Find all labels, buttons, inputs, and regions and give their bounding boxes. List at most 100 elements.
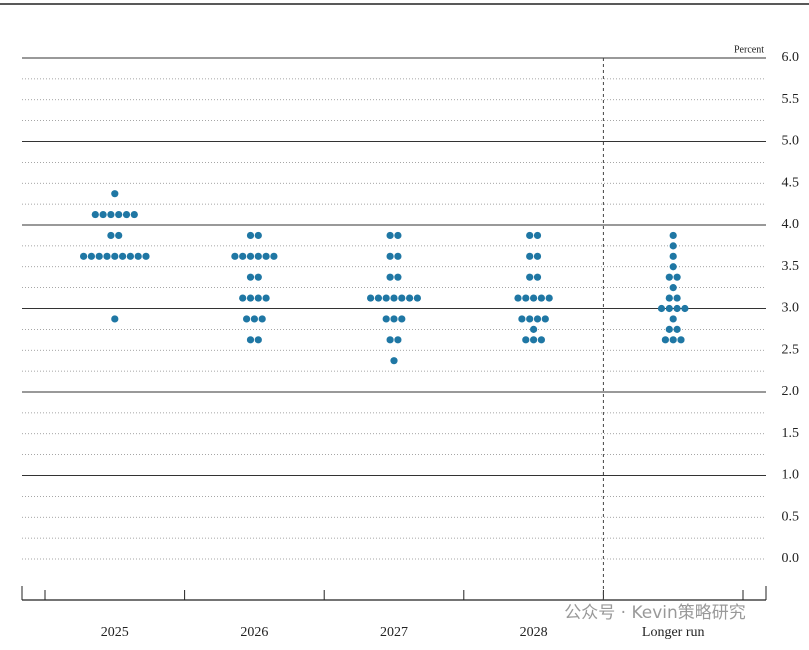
dot — [673, 325, 681, 333]
y-tick-label: 2.5 — [782, 342, 800, 357]
x-tick-label: Longer run — [642, 625, 705, 640]
dot — [134, 252, 142, 260]
dot — [665, 273, 673, 281]
y-tick-label: 5.0 — [782, 134, 800, 149]
dot — [390, 294, 398, 302]
dot — [673, 304, 681, 313]
dot — [239, 294, 247, 302]
dot — [526, 273, 534, 281]
dot — [374, 294, 382, 302]
dot — [522, 336, 530, 344]
dot — [254, 273, 262, 281]
dot — [533, 315, 542, 323]
dot — [119, 252, 127, 260]
watermark: 公众号 · Kevin策略研究 — [564, 603, 746, 623]
dot — [657, 304, 666, 313]
dot — [130, 210, 138, 219]
dot — [533, 273, 542, 281]
dot — [677, 336, 685, 344]
x-tick-label: 2026 — [240, 625, 268, 640]
dot — [673, 294, 681, 302]
dot — [669, 284, 677, 292]
dot — [95, 252, 103, 260]
dot — [390, 357, 398, 365]
dot — [254, 294, 262, 302]
dot — [394, 231, 402, 240]
dot — [669, 231, 677, 240]
dot — [533, 231, 542, 240]
dot — [111, 252, 119, 260]
dot — [665, 294, 673, 302]
dot — [258, 315, 266, 323]
dot — [537, 336, 546, 344]
dot — [394, 336, 402, 344]
x-tick-label: 2027 — [380, 625, 408, 640]
dot — [386, 336, 394, 344]
dot — [406, 294, 414, 302]
dot — [115, 231, 123, 240]
dot — [386, 231, 394, 240]
dot — [270, 252, 278, 260]
dot — [382, 294, 390, 302]
dot — [250, 315, 258, 323]
dot — [107, 210, 115, 219]
dot — [262, 252, 270, 260]
y-tick-label: 1.5 — [782, 426, 800, 441]
dot — [394, 273, 402, 281]
dot — [111, 315, 119, 323]
dot — [115, 210, 123, 219]
dot — [526, 252, 534, 260]
dot — [80, 252, 88, 260]
dot — [398, 294, 406, 302]
dot — [122, 210, 131, 219]
dot — [541, 315, 549, 323]
y-tick-label: 2.0 — [782, 384, 800, 399]
x-tick-label: 2025 — [101, 625, 129, 640]
y-tick-label: 0.0 — [782, 551, 800, 566]
dot — [669, 336, 677, 344]
dot — [673, 273, 681, 281]
dot — [665, 304, 673, 313]
dot — [530, 325, 538, 333]
dot — [526, 315, 534, 323]
dot — [669, 263, 677, 271]
dot — [545, 294, 553, 302]
y-tick-label: 1.0 — [782, 468, 800, 483]
dot — [367, 294, 375, 302]
dot — [398, 315, 406, 323]
y-tick-label: 5.5 — [782, 92, 800, 107]
dot — [254, 231, 262, 240]
dot — [254, 252, 262, 260]
dot — [669, 252, 677, 260]
dot — [669, 242, 677, 250]
dot — [382, 315, 390, 323]
dot — [386, 252, 394, 260]
dot — [107, 231, 115, 240]
x-tick-label: 2028 — [520, 625, 548, 640]
y-tick-label: 0.5 — [782, 509, 800, 524]
dot — [103, 252, 111, 260]
dot — [386, 273, 394, 281]
dot — [661, 336, 670, 344]
dot — [111, 190, 119, 198]
dot — [246, 273, 255, 281]
dot — [246, 252, 255, 260]
dot — [254, 336, 262, 344]
y-axis-label: Percent — [734, 44, 764, 55]
dot — [99, 210, 107, 219]
dot — [243, 315, 251, 323]
dot — [246, 294, 255, 302]
y-tick-label: 4.5 — [782, 175, 800, 190]
dot — [669, 315, 677, 323]
dot — [390, 315, 398, 323]
dot — [91, 210, 99, 219]
y-tick-label: 3.5 — [782, 259, 800, 274]
dot — [522, 294, 530, 302]
dot — [518, 315, 526, 323]
dot — [413, 294, 421, 302]
dot — [514, 294, 522, 302]
y-tick-label: 6.0 — [782, 50, 800, 65]
dot — [681, 304, 689, 313]
dot — [537, 294, 546, 302]
